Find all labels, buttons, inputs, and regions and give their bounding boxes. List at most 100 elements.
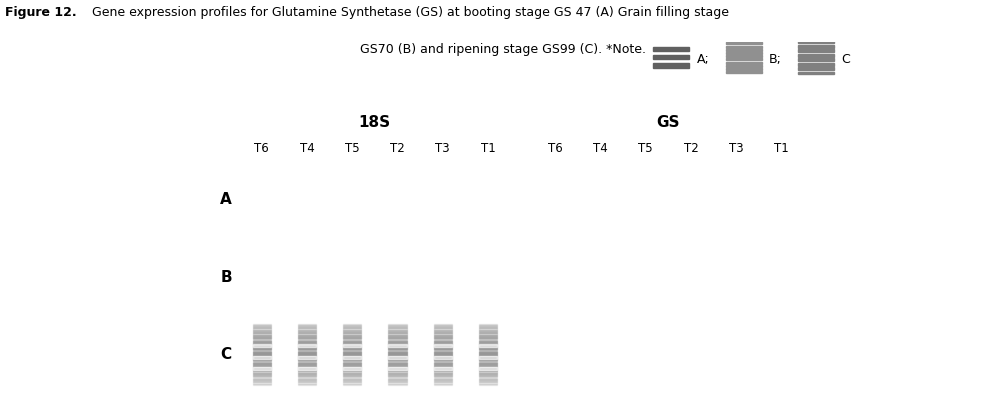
Bar — [591, 267, 610, 268]
Bar — [726, 43, 762, 45]
Bar — [591, 368, 610, 369]
Bar — [547, 269, 565, 270]
Bar — [637, 195, 654, 198]
Bar — [297, 282, 316, 284]
Bar — [682, 277, 700, 278]
Bar — [591, 268, 610, 269]
Bar — [591, 268, 610, 269]
Bar — [682, 285, 700, 286]
Bar — [682, 322, 700, 323]
Bar — [728, 289, 746, 290]
Bar — [682, 345, 700, 346]
Bar — [591, 264, 610, 265]
Bar — [434, 369, 452, 370]
Bar — [297, 348, 316, 350]
Bar — [297, 350, 316, 351]
Bar — [388, 202, 406, 203]
Bar — [253, 188, 271, 189]
Bar — [479, 200, 497, 201]
Bar — [253, 357, 271, 358]
Bar — [728, 288, 746, 289]
Bar — [728, 262, 746, 263]
Bar — [547, 322, 565, 323]
Bar — [388, 359, 406, 360]
Bar — [297, 208, 316, 209]
Bar — [388, 358, 406, 359]
Bar — [297, 201, 316, 202]
Bar — [682, 328, 700, 329]
Bar — [434, 334, 452, 335]
Bar — [434, 186, 452, 187]
Bar — [682, 382, 700, 384]
Bar — [479, 196, 497, 197]
Bar — [591, 373, 610, 375]
Bar — [434, 258, 452, 260]
Bar — [434, 354, 452, 356]
Bar — [253, 194, 271, 195]
Bar — [434, 330, 452, 331]
Bar — [388, 360, 406, 362]
Bar — [344, 188, 362, 189]
Bar — [591, 371, 610, 372]
Bar — [728, 353, 746, 355]
Bar — [728, 382, 746, 384]
Bar — [682, 325, 700, 326]
Bar — [434, 337, 452, 338]
Bar — [253, 212, 271, 213]
Bar — [434, 371, 452, 373]
Bar — [637, 350, 655, 352]
Bar — [344, 344, 362, 347]
Bar — [547, 325, 565, 326]
Bar — [297, 354, 316, 356]
Bar — [388, 192, 406, 193]
Bar — [682, 274, 700, 275]
Bar — [253, 362, 271, 363]
Bar — [773, 281, 791, 282]
Bar — [434, 364, 452, 365]
Bar — [682, 263, 700, 264]
Bar — [388, 373, 406, 374]
Bar — [591, 328, 610, 329]
Bar — [682, 333, 700, 335]
Bar — [434, 200, 452, 201]
Bar — [297, 285, 316, 287]
Bar — [344, 207, 362, 208]
Bar — [253, 190, 271, 191]
Bar — [297, 276, 316, 278]
Bar — [388, 188, 406, 189]
Bar — [297, 189, 316, 190]
Bar — [773, 376, 791, 378]
Bar — [253, 189, 271, 190]
Bar — [728, 292, 746, 295]
Bar — [591, 264, 610, 265]
Bar — [297, 193, 316, 194]
Bar — [591, 362, 610, 363]
Bar — [798, 55, 834, 58]
Bar — [591, 275, 610, 276]
Bar — [773, 333, 791, 335]
Bar — [637, 278, 655, 279]
Bar — [479, 181, 497, 182]
Bar — [479, 194, 497, 195]
Bar — [434, 358, 452, 359]
Bar — [344, 205, 362, 206]
Bar — [253, 382, 271, 384]
Bar — [728, 279, 746, 280]
Bar — [344, 246, 362, 248]
Bar — [253, 183, 271, 184]
Bar — [773, 356, 791, 358]
Bar — [773, 284, 791, 285]
Bar — [682, 217, 699, 220]
Bar — [591, 382, 610, 384]
Bar — [297, 373, 316, 374]
Bar — [728, 288, 746, 289]
Bar — [637, 342, 655, 343]
Bar — [637, 292, 655, 295]
Bar — [682, 287, 700, 288]
Bar — [434, 303, 452, 305]
Bar — [297, 300, 316, 302]
Bar — [253, 336, 271, 337]
Bar — [253, 267, 271, 269]
Bar — [547, 278, 565, 279]
Bar — [344, 182, 362, 183]
